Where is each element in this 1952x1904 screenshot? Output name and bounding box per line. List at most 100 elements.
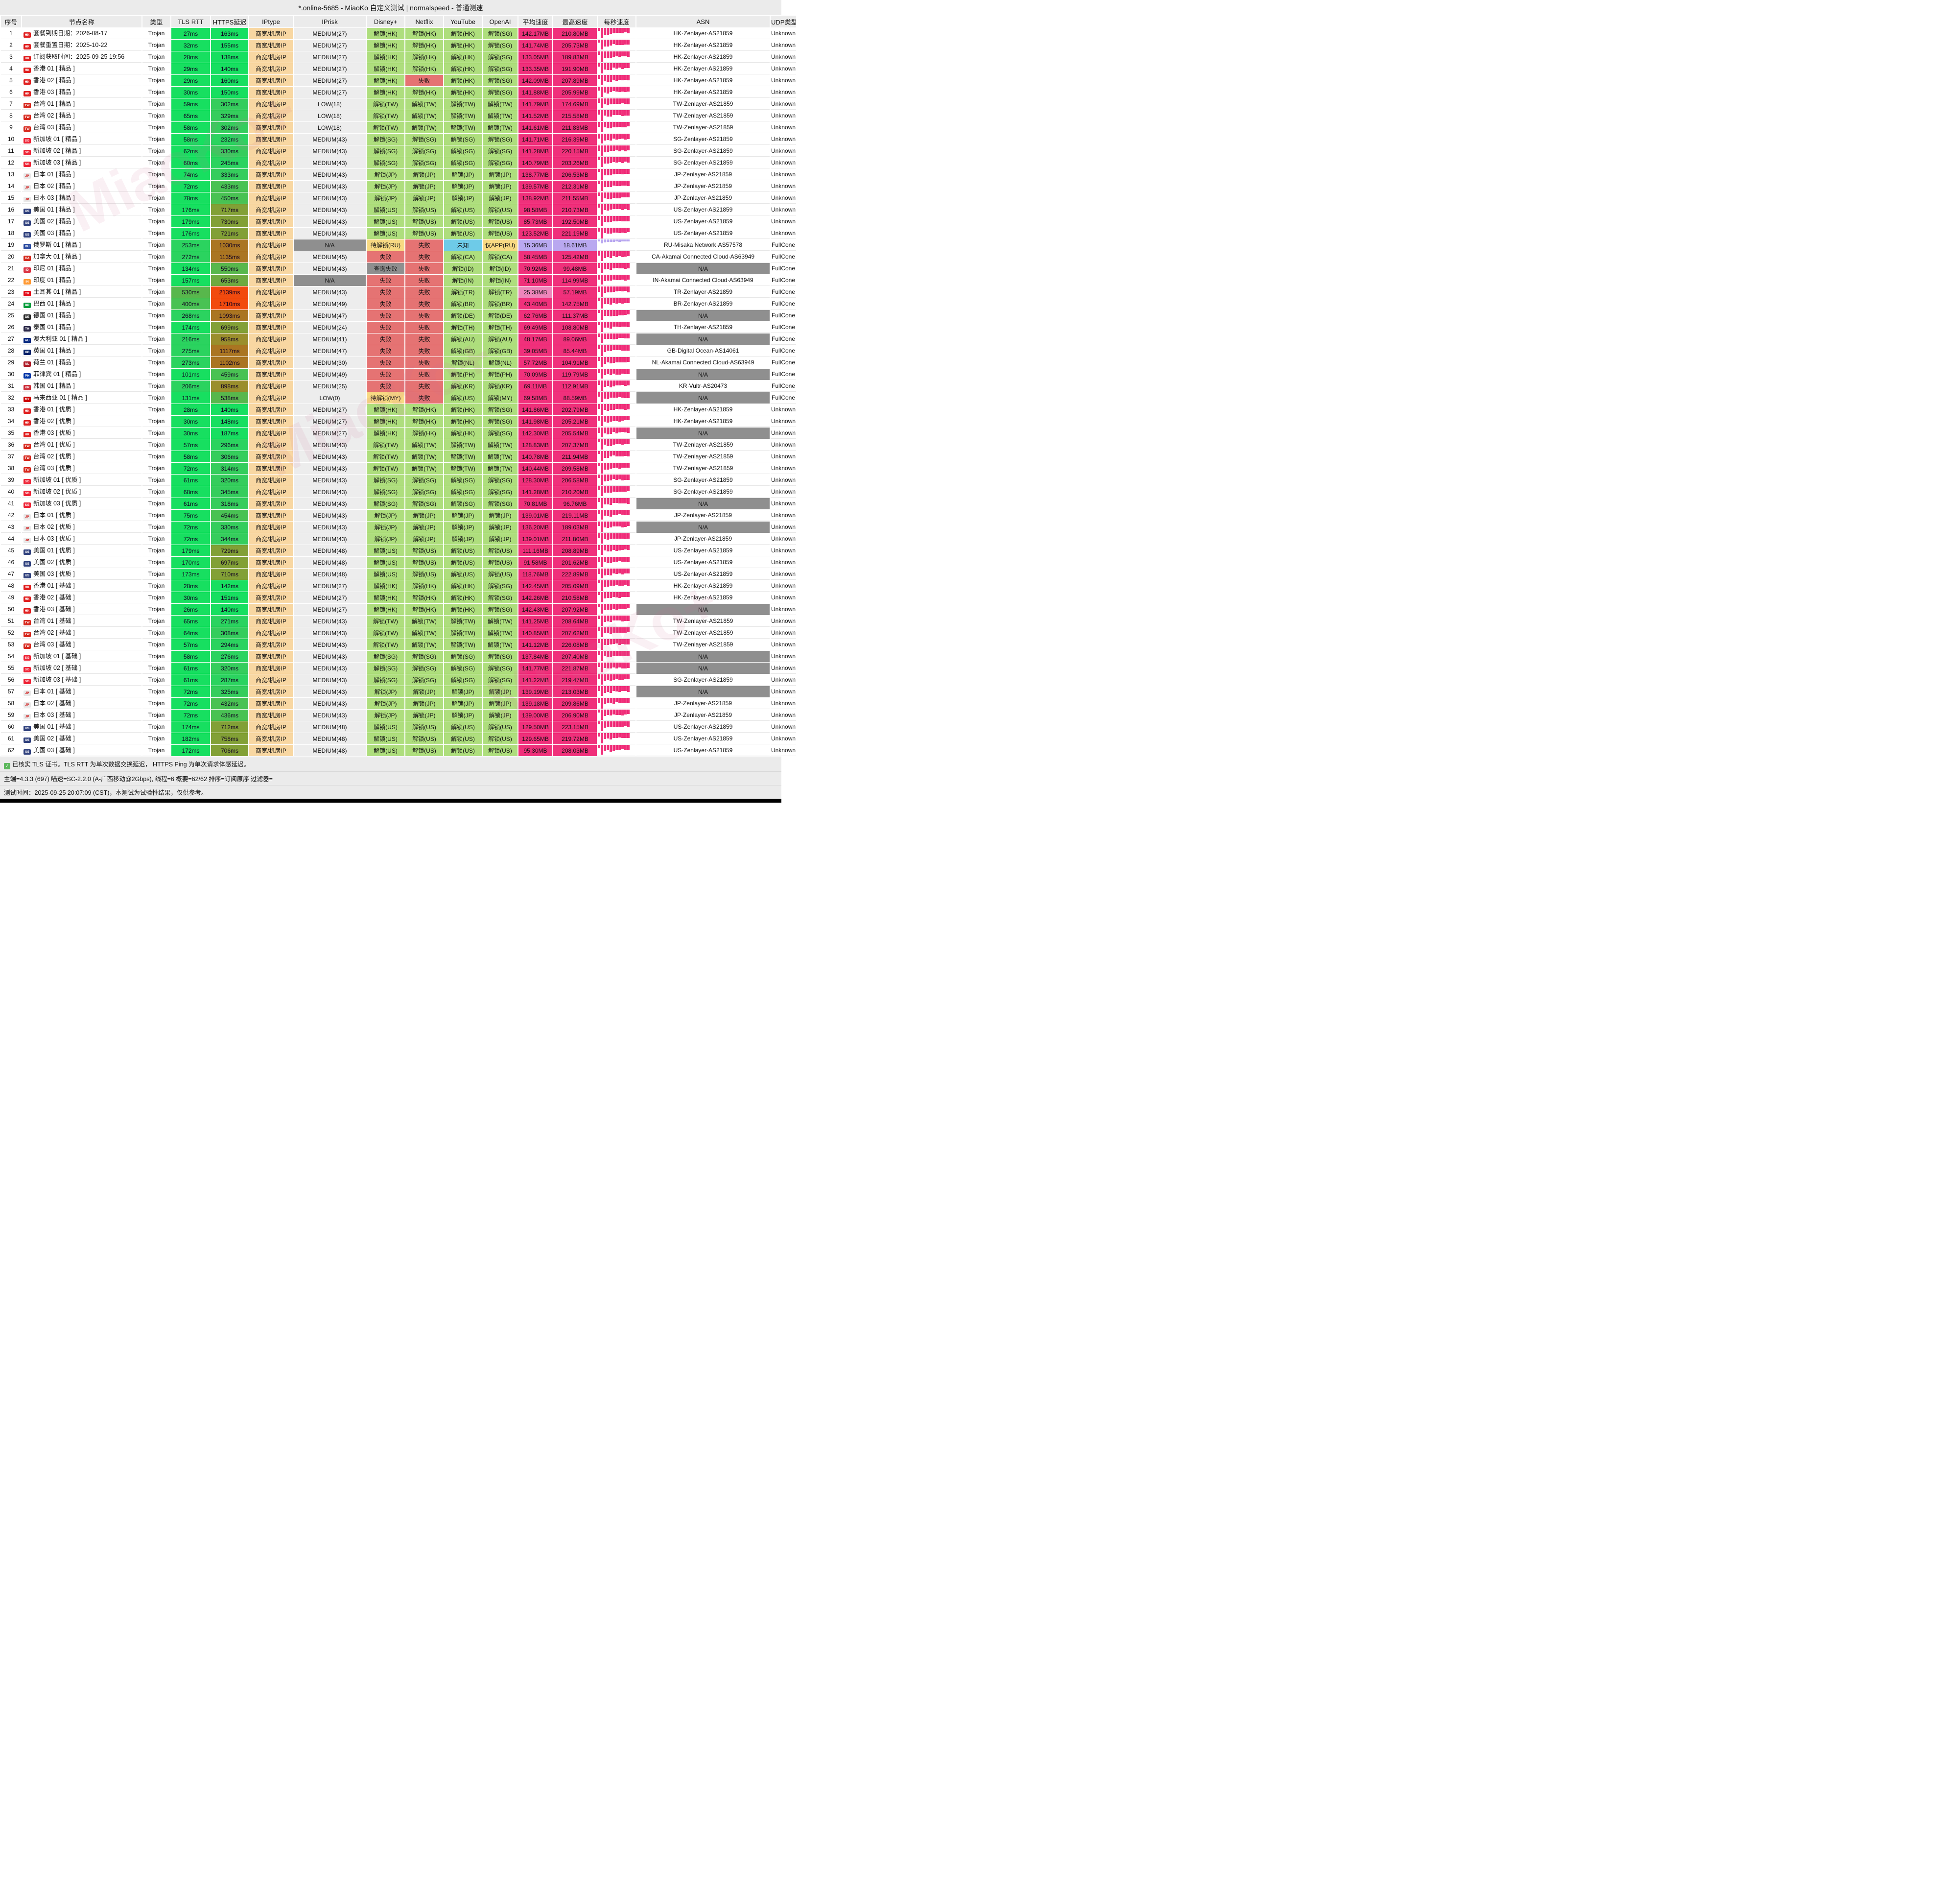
cell-https-latency: 758ms [211,733,248,744]
cell-openai-status: 解锁(US) [483,733,517,744]
cell-netflix-status: 解锁(TW) [405,627,443,639]
cell-https-latency: 150ms [211,87,248,98]
cell-https-latency: 296ms [211,439,248,451]
speed-histogram-icon [598,75,635,86]
cell-iprisk: LOW(18) [294,98,366,110]
cell-openai-status: 解锁(GB) [483,345,517,357]
country-flag-icon: SG [24,491,31,496]
node-name-label: 香港 03 [ 精品 ] [33,89,75,95]
cell-udp-type: Unknown [771,416,796,427]
cell-max-speed: 208.03MB [553,745,597,756]
cell-tls-rtt: 131ms [171,392,210,404]
cell-asn: US·Zenlayer·AS21859 [636,557,770,568]
country-flag-icon: TW [24,126,31,132]
cell-speed-histogram [598,298,635,309]
cell-avg-speed: 142.17MB [518,28,552,39]
cell-index: 29 [1,357,21,368]
cell-node-name: TW 台湾 01 [ 基础 ] [22,616,141,627]
cell-asn: N/A [636,651,770,662]
cell-youtube-status: 解锁(US) [444,545,482,556]
cell-speed-histogram [598,651,635,662]
cell-protocol-type: Trojan [142,486,170,498]
cell-avg-speed: 62.76MB [518,310,552,321]
cell-protocol-type: Trojan [142,686,170,697]
cell-openai-status: 解锁(US) [483,745,517,756]
cell-iptype: 商宽/机房IP [249,157,293,168]
node-name-label: 美国 02 [ 基础 ] [33,735,75,742]
node-name-label: 新加坡 02 [ 精品 ] [33,147,81,154]
cell-tls-rtt: 68ms [171,486,210,498]
country-flag-icon: SG [24,667,31,672]
cell-disney-status: 失败 [367,298,404,309]
speed-histogram-icon [598,686,635,697]
cell-asn: TW·Zenlayer·AS21859 [636,451,770,462]
node-row: 30 PH 菲律宾 01 [ 精品 ] Trojan 101ms 459ms 商宽/机房IP… [1,369,796,380]
cell-tls-rtt: 273ms [171,357,210,368]
cell-asn: TW·Zenlayer·AS21859 [636,463,770,474]
cell-youtube-status: 解锁(ID) [444,263,482,274]
cell-avg-speed: 140.85MB [518,627,552,639]
cell-iprisk: MEDIUM(43) [294,145,366,157]
cell-tls-rtt: 61ms [171,475,210,486]
cell-disney-status: 解锁(HK) [367,75,404,86]
cell-avg-speed: 141.74MB [518,40,552,51]
cell-index: 4 [1,63,21,74]
cell-udp-type: FullCone [771,369,796,380]
country-flag-icon: TW [24,103,31,108]
cell-max-speed: 216.39MB [553,134,597,145]
cell-iptype: 商宽/机房IP [249,475,293,486]
cell-udp-type: Unknown [771,498,796,509]
cell-disney-status: 解锁(US) [367,733,404,744]
cell-netflix-status: 解锁(US) [405,545,443,556]
cell-udp-type: Unknown [771,51,796,63]
node-row: 17 US 美国 02 [ 精品 ] Trojan 179ms 730ms 商宽/机房IP M… [1,216,796,227]
column-header-5: IPtype [249,16,293,27]
country-flag-icon: HK [24,56,31,61]
cell-max-speed: 223.15MB [553,721,597,733]
country-flag-icon: SG [24,138,31,143]
cell-https-latency: 148ms [211,416,248,427]
cell-iprisk: MEDIUM(27) [294,51,366,63]
cell-youtube-status: 解锁(SG) [444,498,482,509]
cell-speed-histogram [598,392,635,404]
speed-histogram-icon [598,169,635,180]
cell-youtube-status: 解锁(HK) [444,51,482,63]
cell-max-speed: 210.80MB [553,28,597,39]
cell-iprisk: MEDIUM(43) [294,639,366,650]
cell-disney-status: 解锁(JP) [367,686,404,697]
cell-disney-status: 解锁(SG) [367,475,404,486]
cell-iprisk: MEDIUM(30) [294,357,366,368]
cell-iptype: 商宽/机房IP [249,275,293,286]
cell-youtube-status: 解锁(US) [444,228,482,239]
cell-netflix-status: 解锁(US) [405,745,443,756]
cell-https-latency: 302ms [211,98,248,110]
cell-protocol-type: Trojan [142,557,170,568]
cell-tls-rtt: 62ms [171,145,210,157]
country-flag-icon: HK [24,420,31,426]
cell-avg-speed: 141.52MB [518,110,552,121]
cell-asn: GB·Digital Ocean·AS14061 [636,345,770,357]
cell-asn: KR·Vultr·AS20473 [636,381,770,392]
node-name-label: 加拿大 01 [ 精品 ] [33,253,81,260]
cell-index: 3 [1,51,21,63]
node-row: 54 SG 新加坡 01 [ 基础 ] Trojan 58ms 276ms 商宽/机房IP M… [1,651,796,662]
cell-youtube-status: 解锁(SG) [444,486,482,498]
cell-iptype: 商宽/机房IP [249,639,293,650]
cell-speed-histogram [598,181,635,192]
cell-tls-rtt: 29ms [171,63,210,74]
cell-iprisk: N/A [294,275,366,286]
speed-histogram-icon [598,604,635,615]
cell-protocol-type: Trojan [142,345,170,357]
cell-udp-type: Unknown [771,639,796,650]
cell-udp-type: FullCone [771,239,796,251]
cell-tls-rtt: 72ms [171,181,210,192]
node-name-label: 巴西 01 [ 精品 ] [33,300,75,307]
country-flag-icon: JP [24,185,31,190]
cell-openai-status: 解锁(SG) [483,145,517,157]
cell-iptype: 商宽/机房IP [249,533,293,545]
cell-protocol-type: Trojan [142,87,170,98]
cell-speed-histogram [598,510,635,521]
cell-protocol-type: Trojan [142,592,170,603]
cell-tls-rtt: 172ms [171,745,210,756]
cell-tls-rtt: 61ms [171,663,210,674]
